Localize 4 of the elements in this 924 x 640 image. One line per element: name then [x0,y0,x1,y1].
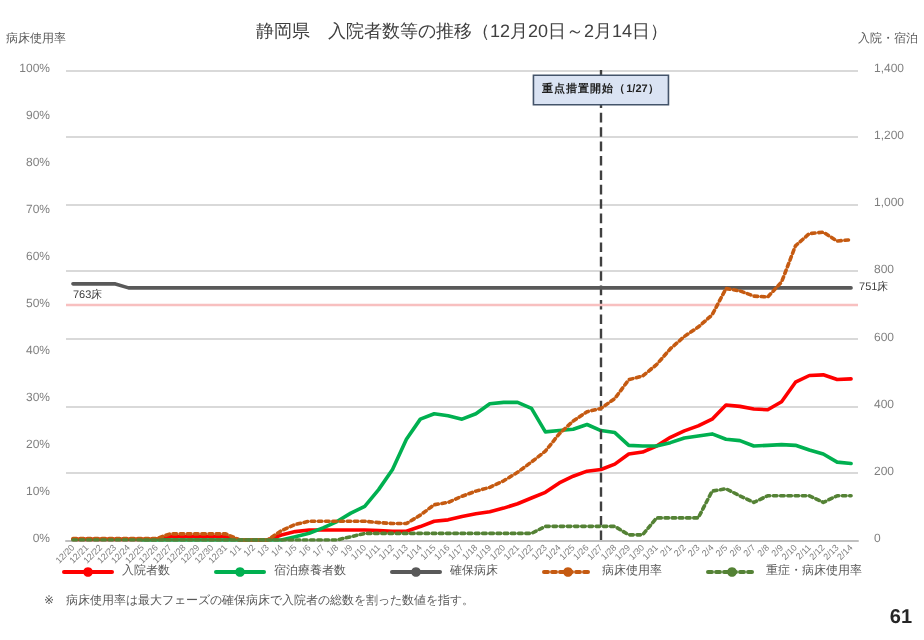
line-series [71,230,853,542]
chart-title: 静岡県 入院者数等の推移（12月20日～2月14日） [255,21,669,41]
text: 61 [889,607,913,629]
line-series [71,486,853,542]
